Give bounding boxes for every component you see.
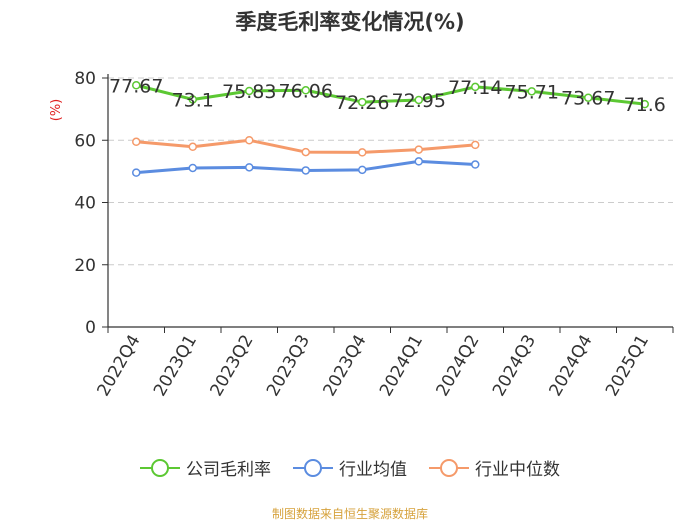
line-chart: 0 20 40 60 80 (%) 2022Q4 2023Q1 2023Q2 2023Q3 2023…: [49, 69, 674, 400]
x-tick-label: 2023Q4: [320, 332, 371, 400]
x-tick-label: 2024Q2: [433, 332, 484, 400]
x-tick-label: 2024Q1: [376, 332, 427, 400]
data-point-series-2: [245, 136, 254, 145]
y-tick-label: 80: [74, 69, 96, 89]
data-label: 73.1: [172, 89, 214, 111]
data-point-series-0: [527, 87, 536, 96]
data-point-series-2: [132, 137, 141, 147]
y-tick-label: 60: [74, 131, 96, 151]
data-point-series-2: [471, 140, 480, 150]
legend-marker-industry-median: [429, 458, 469, 477]
data-label: 71.6: [624, 94, 666, 116]
legend-marker-company: [140, 458, 180, 477]
series-line-0: [135, 83, 645, 106]
legend-label-company: 公司毛利率: [186, 460, 271, 480]
data-label: 77.67: [109, 75, 163, 97]
data-point-series-1: [245, 163, 254, 172]
x-tick-label: 2023Q1: [150, 332, 201, 400]
legend-label-industry-median: 行业中位数: [475, 460, 560, 480]
x-tick-label: 2022Q4: [94, 332, 145, 400]
data-label: 75.71: [505, 81, 559, 103]
data-point-series-0: [414, 95, 423, 105]
data-point-series-2: [414, 145, 423, 154]
chart-title: 季度毛利率变化情况(%): [235, 10, 465, 34]
x-tick-label: 2025Q1: [602, 332, 653, 400]
x-tick-label: 2024Q3: [489, 332, 540, 400]
y-axis-label: (%): [49, 99, 64, 122]
data-point-series-2: [358, 148, 367, 157]
data-point-series-1: [471, 160, 480, 169]
y-tick-label: 0: [85, 318, 96, 338]
data-point-series-0: [584, 93, 593, 102]
x-tick-label: 2023Q2: [207, 332, 258, 400]
legend-label-industry-average: 行业均值: [339, 460, 407, 480]
y-tick-label: 40: [74, 194, 96, 214]
data-point-series-0: [245, 86, 254, 96]
data-point-series-1: [358, 165, 367, 175]
legend-item-company[interactable]: 公司毛利率: [140, 455, 271, 480]
y-tick-label: 20: [74, 256, 96, 276]
data-source-note: 制图数据来自恒生聚源数据库: [271, 507, 428, 521]
data-point-series-0: [301, 86, 310, 95]
data-label: 75.83: [222, 81, 276, 103]
data-point-series-0: [132, 81, 141, 90]
x-tick-label: 2023Q3: [263, 332, 314, 400]
data-point-series-1: [301, 166, 310, 175]
legend-item-industry-average[interactable]: 行业均值: [293, 455, 407, 480]
data-point-series-2: [188, 142, 197, 152]
data-label: 76.06: [279, 80, 333, 102]
data-label: 73.67: [561, 88, 615, 110]
data-label: 72.26: [335, 92, 389, 114]
data-point-series-1: [132, 168, 141, 177]
legend-item-industry-median[interactable]: 行业中位数: [429, 455, 560, 480]
data-label: 72.95: [392, 90, 446, 112]
data-point-series-1: [414, 157, 423, 166]
data-point-series-0: [188, 95, 197, 104]
data-point-series-1: [188, 163, 197, 173]
legend: 公司毛利率 行业均值 行业中位数: [0, 455, 700, 480]
data-point-series-0: [640, 99, 649, 109]
x-tick-label: 2024Q4: [546, 332, 597, 400]
data-label: 77.14: [448, 77, 502, 99]
data-point-series-2: [301, 147, 310, 157]
legend-marker-industry-average: [293, 458, 333, 477]
data-point-series-0: [471, 82, 480, 92]
data-point-series-0: [358, 97, 367, 107]
